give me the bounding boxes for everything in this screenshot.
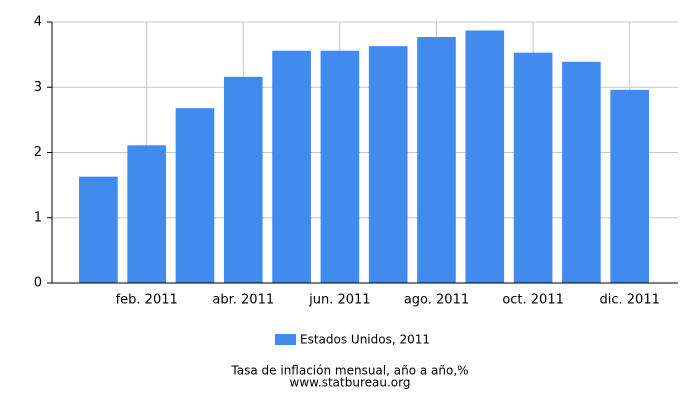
y-tick-label: 1 [34, 210, 42, 225]
y-tick-label: 2 [34, 145, 42, 160]
bar [368, 46, 408, 283]
bar [513, 52, 553, 284]
bar [272, 50, 311, 284]
x-tick-label: oct. 2011 [502, 293, 564, 308]
bar [465, 30, 505, 284]
legend-swatch [275, 334, 296, 345]
x-tick-label: abr. 2011 [212, 293, 274, 308]
y-tick-label: 0 [34, 276, 42, 291]
x-tick-label: feb. 2011 [116, 293, 178, 308]
bar [610, 89, 650, 283]
bar [562, 61, 601, 283]
bar [223, 76, 263, 283]
bar [175, 108, 215, 283]
bar [127, 145, 166, 283]
x-tick-label: jun. 2011 [308, 293, 370, 308]
y-tick-label: 3 [34, 80, 42, 95]
bar [79, 176, 118, 283]
legend-label: Estados Unidos, 2011 [300, 333, 430, 347]
chart-source: www.statbureau.org [290, 376, 411, 390]
bar [417, 37, 456, 283]
x-tick-label: ago. 2011 [404, 293, 469, 308]
y-tick-label: 4 [34, 15, 42, 30]
chart-caption: Tasa de inflación mensual, año a año,% [230, 364, 468, 378]
bar [320, 50, 360, 284]
x-tick-label: dic. 2011 [600, 293, 660, 308]
